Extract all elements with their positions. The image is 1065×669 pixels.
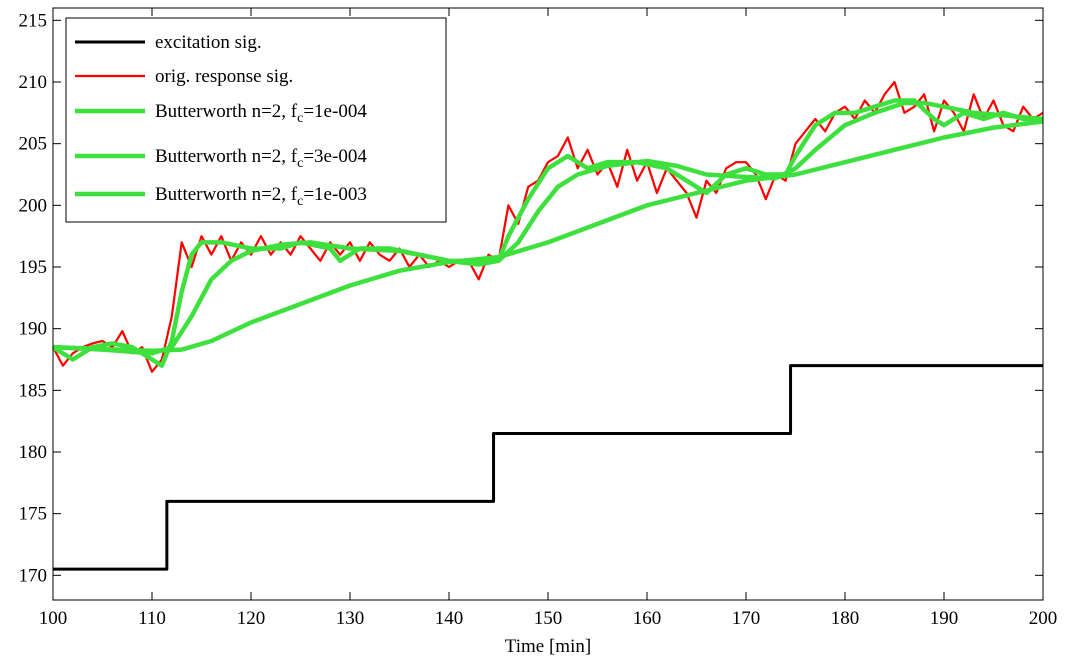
legend-box [65, 17, 447, 223]
x-tick-label: 120 [237, 608, 266, 629]
series-line [52, 100, 1044, 356]
x-tick-label: 180 [831, 608, 860, 629]
x-tick-label: 140 [435, 608, 464, 629]
x-tick-label: 110 [138, 608, 166, 629]
y-tick-label: 170 [19, 565, 48, 586]
y-tick-label: 175 [19, 504, 48, 525]
x-tick-label: 160 [633, 608, 662, 629]
x-axis-label: Time [min] [505, 636, 591, 657]
legend-label: Butterworth n=2, fc=1e-003 [155, 184, 367, 209]
y-tick-label: 190 [19, 319, 48, 340]
legend-label: Butterworth n=2, fc=3e-004 [155, 146, 367, 171]
x-tick-label: 170 [732, 608, 761, 629]
series-line [53, 364, 1043, 571]
legend-label: orig. response sig. [155, 66, 293, 87]
x-tick-label: 190 [930, 608, 959, 629]
y-tick-label: 200 [19, 195, 48, 216]
y-tick-label: 185 [19, 380, 48, 401]
series-line [52, 119, 1044, 354]
y-tick-label: 205 [19, 134, 48, 155]
legend: excitation sig. orig. response sig. Butter… [65, 17, 447, 223]
y-tick-label: 210 [19, 72, 48, 93]
x-tick-label: 200 [1029, 608, 1058, 629]
x-tick-label: 150 [534, 608, 563, 629]
y-tick-label: 180 [19, 442, 48, 463]
x-tick-label: 100 [39, 608, 68, 629]
y-tick-label: 195 [19, 257, 48, 278]
series-line [51, 98, 1043, 368]
x-tick-label: 130 [336, 608, 365, 629]
plot-frame [52, 7, 1044, 601]
legend-label: excitation sig. [155, 32, 262, 53]
y-tick-label: 215 [19, 10, 48, 31]
legend-label: Butterworth n=2, fc=1e-004 [155, 101, 367, 126]
